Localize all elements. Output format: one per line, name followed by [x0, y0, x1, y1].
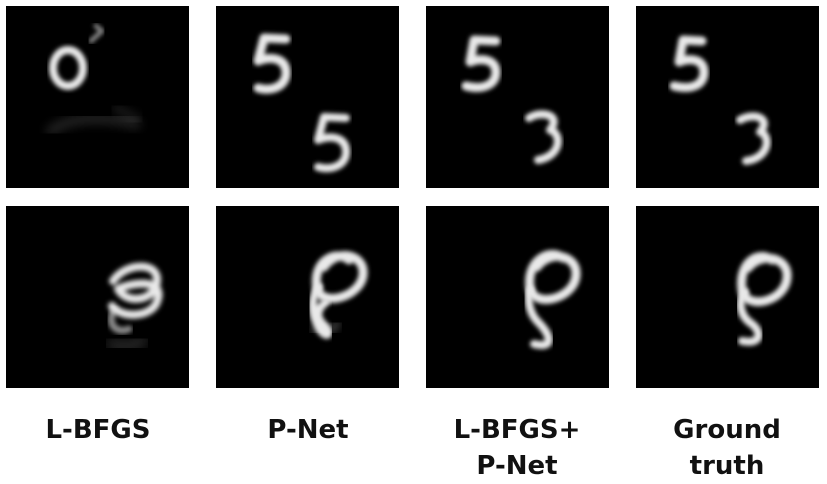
- image-pnet-row2: [308, 251, 368, 339]
- panel-pnet-row1: [216, 6, 399, 188]
- column-label-lbfgs: L-BFGS: [0, 412, 198, 448]
- image-ground-truth-row1: [669, 35, 771, 165]
- panel-ground-truth-row1: [636, 6, 819, 188]
- image-lbfgs-row1: [46, 23, 142, 136]
- panel-lbfgs-row1: [6, 6, 189, 188]
- panel-lbfgs-row2: [6, 206, 189, 388]
- panel-lbfgs-pnet-row1: [426, 6, 609, 188]
- image-ground-truth-row2: [736, 252, 792, 346]
- column-label-lbfgs-pnet: L-BFGS+ P-Net: [417, 412, 617, 484]
- column-label-pnet-line-1: P-Net: [267, 415, 349, 445]
- image-lbfgs-pnet-row1: [461, 35, 562, 164]
- panel-lbfgs-pnet-row2: [426, 206, 609, 388]
- column-label-lbfgs-line-1: L-BFGS: [45, 415, 151, 445]
- column-label-lbfgs-pnet-line-2: P-Net: [476, 451, 558, 481]
- panel-ground-truth-row2: [636, 206, 819, 388]
- image-pnet-row1: [253, 33, 351, 173]
- column-label-ground-truth-line-2: truth: [689, 451, 765, 481]
- column-label-lbfgs-pnet-line-1: L-BFGS+: [453, 415, 581, 445]
- panel-pnet-row2: [216, 206, 399, 388]
- column-label-ground-truth: Ground truth: [627, 412, 827, 484]
- image-lbfgs-pnet-row2: [524, 250, 581, 350]
- column-label-ground-truth-line-1: Ground: [673, 415, 781, 445]
- image-lbfgs-row2: [106, 262, 163, 353]
- column-label-pnet: P-Net: [208, 412, 408, 448]
